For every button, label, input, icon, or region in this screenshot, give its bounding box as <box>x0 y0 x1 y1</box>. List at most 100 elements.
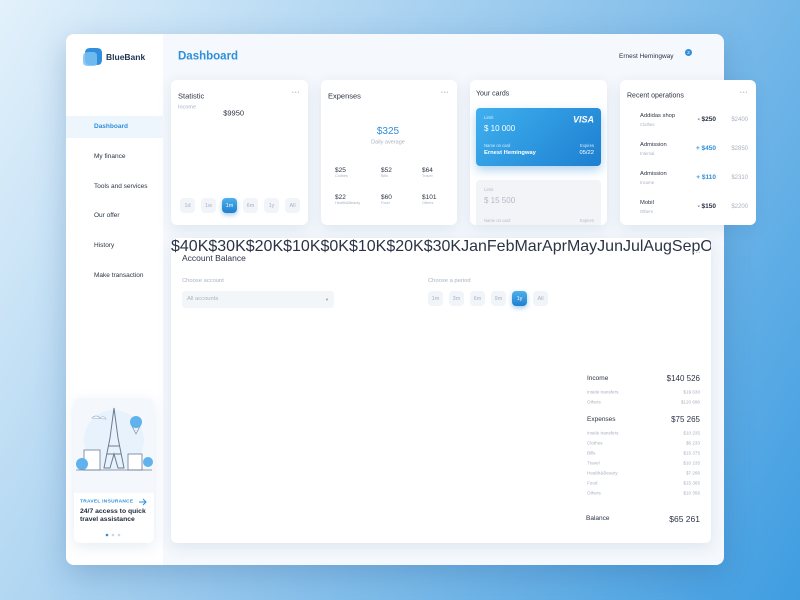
promo-text: 24/7 access to quick travel assistance <box>80 508 146 524</box>
operation-category: Others <box>640 208 653 214</box>
user-name: Ernest Hemingway <box>619 52 674 60</box>
menu-item[interactable]: Dashboard <box>94 122 128 130</box>
period-button[interactable]: 6m <box>243 198 258 213</box>
expense-amount: $22 <box>335 193 346 201</box>
card-name-label: Name on card <box>484 142 511 148</box>
x-tick-label: May <box>566 238 598 255</box>
operation-amount: - $150 <box>697 202 716 210</box>
period-button[interactable]: 3m <box>449 291 464 306</box>
item-label: Food <box>587 480 598 486</box>
period-button[interactable]: 1w <box>201 198 216 213</box>
card-limit-label: Limit <box>484 186 494 192</box>
expense-amount: $101 <box>422 193 437 201</box>
account-select[interactable]: All accounts ▼ <box>182 291 334 308</box>
field-label: Choose a period <box>428 278 471 285</box>
item-label: Inside transfers <box>587 389 619 395</box>
gauge-subtitle: Daily average <box>371 139 405 146</box>
item-label: Bills <box>587 450 596 456</box>
widget-title: Your cards <box>476 90 510 98</box>
item-amount: $15 375 <box>683 450 700 456</box>
group-amount: $140 526 <box>666 374 700 383</box>
menu-item[interactable]: Our offer <box>94 212 120 220</box>
expense-label: Clothes <box>335 174 348 179</box>
y-tick-label: $20K <box>245 238 284 255</box>
period-button[interactable]: 6m <box>470 291 485 306</box>
item-label: Inside transfers <box>587 430 619 436</box>
operation-category: Clothes <box>640 121 655 127</box>
x-tick-label: Feb <box>486 238 515 255</box>
period-button[interactable]: 1y <box>512 291 527 306</box>
y-tick-label: $40K <box>171 238 209 255</box>
bank-card[interactable]: Limit $ 10 000 VISA Name on card Ernest Hemi… <box>476 108 601 166</box>
filter-select[interactable]: Income <box>178 104 197 111</box>
y-tick-label: $30K <box>423 238 462 255</box>
widget-title: Recent operations <box>627 92 684 100</box>
card-limit-label: Limit <box>484 114 494 120</box>
expense-label: Bills <box>381 174 388 179</box>
item-amount: $15 365 <box>683 480 700 486</box>
card-limit: $ 15 500 <box>484 196 516 205</box>
card-limit: $ 10 000 <box>484 124 516 133</box>
gauge-value-label: $325 <box>376 126 400 137</box>
item-amount: $10 356 <box>683 490 700 496</box>
notification-badge: 2 <box>685 49 692 56</box>
menu-item[interactable]: My finance <box>94 152 126 160</box>
item-amount: $120 696 <box>680 399 700 405</box>
menu-item[interactable]: Tools and services <box>94 182 148 190</box>
operation-name: Mobil <box>640 200 654 207</box>
operation-amount: + $450 <box>695 144 716 152</box>
group-label: Expenses <box>587 415 616 423</box>
operation-category: Internal <box>640 150 655 156</box>
operation-name: Admission <box>640 171 667 178</box>
more-menu[interactable]: ••• <box>441 90 450 96</box>
y-tick-label: $0K <box>320 238 349 255</box>
operation-balance: $2310 <box>731 175 748 181</box>
card-name: Ernest Hemingway <box>484 150 536 157</box>
widget-title: Statistic <box>178 91 205 101</box>
period-button[interactable]: 1m <box>222 198 237 213</box>
x-tick-label: Oct <box>700 238 711 255</box>
operation-name: Addidas shop <box>640 113 676 120</box>
more-menu[interactable]: ••• <box>292 90 301 96</box>
x-tick-label: Apr <box>542 238 567 255</box>
period-button[interactable]: 1y <box>264 198 279 213</box>
card-name-label: Name on card <box>484 217 511 223</box>
item-label: Clothes <box>587 440 603 446</box>
card-expires: 05/22 <box>579 150 594 157</box>
bank-card[interactable]: Limit $ 15 500 Name on card Expires <box>476 180 601 225</box>
x-tick-label: Jan <box>461 238 487 255</box>
balance-widget: $40K$30K$20K$10K$0K$10K$20K$30KJanFebMar… <box>171 238 711 543</box>
more-menu[interactable]: ••• <box>740 90 749 96</box>
card-expires-label: Expires <box>580 217 594 223</box>
more-menu[interactable]: ••• <box>693 250 702 256</box>
balance-chart: $40K$30K$20K$10K$0K$10K$20K$30KJanFebMar… <box>171 238 711 256</box>
expense-label: Travel <box>422 174 433 179</box>
promo-card[interactable]: TRAVEL INSURANCE 24/7 access to quick tra… <box>74 398 154 543</box>
operation-balance: $2850 <box>731 146 748 152</box>
item-amount: $6 233 <box>685 440 700 446</box>
period-button[interactable]: All <box>533 291 548 306</box>
card-expires-label: Expires <box>580 142 594 148</box>
expense-label: Food <box>381 201 390 206</box>
brand-name: BlueBank <box>106 51 146 62</box>
promo-tag: TRAVEL INSURANCE <box>80 499 134 505</box>
period-button[interactable]: 1d <box>180 198 195 213</box>
y-tick-label: $10K <box>348 238 387 255</box>
page-title: Dashboard <box>178 50 239 63</box>
y-tick-label: $30K <box>208 238 246 255</box>
menu-item[interactable]: Make transaction <box>94 271 144 279</box>
group-amount: $75 265 <box>671 415 700 424</box>
period-button[interactable]: 1m <box>428 291 443 306</box>
menu-item[interactable]: History <box>94 241 115 249</box>
select-value: All accounts <box>187 295 219 302</box>
widget-title: Account Balance <box>182 252 246 263</box>
expense-amount: $25 <box>335 166 346 174</box>
promo-illustration <box>74 398 154 493</box>
item-amount: $7 268 <box>685 470 700 476</box>
period-button[interactable]: 9m <box>491 291 506 306</box>
group-label: Income <box>587 374 609 382</box>
period-button[interactable]: All <box>285 198 300 213</box>
cards-widget: Your cards Limit $ 10 000 VISA Name on card E… <box>470 80 607 225</box>
item-label: Travel <box>587 460 600 466</box>
